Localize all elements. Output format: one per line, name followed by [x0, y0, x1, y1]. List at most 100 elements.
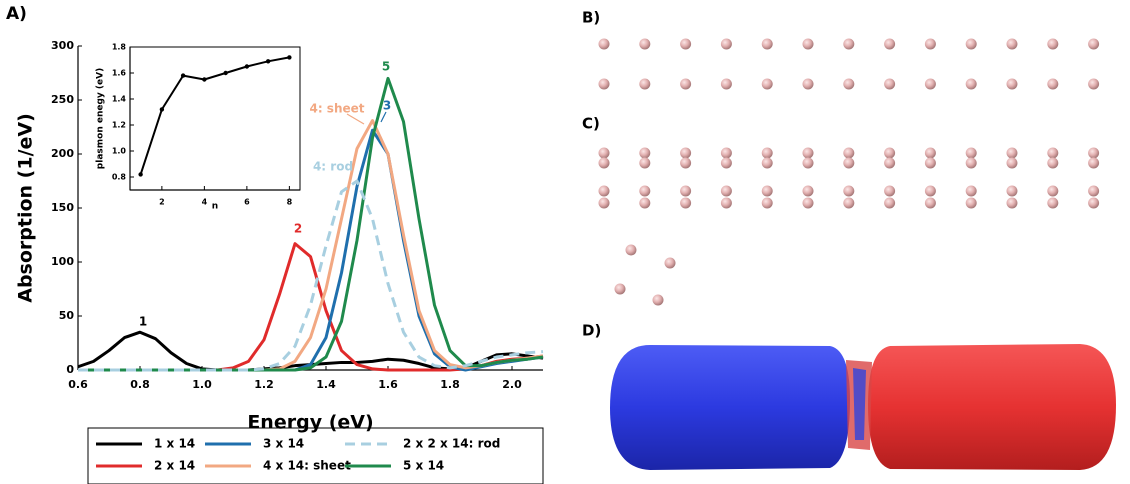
atom	[843, 78, 855, 90]
atom	[625, 244, 637, 256]
atom	[924, 157, 936, 169]
atom	[884, 38, 896, 50]
atom	[720, 147, 732, 159]
atom	[761, 147, 773, 159]
legend-label: 4 x 14: sheet	[263, 459, 351, 473]
atom	[639, 197, 651, 209]
point	[223, 70, 228, 76]
x-tick-label: 1.4	[316, 378, 336, 391]
series-line	[78, 179, 544, 372]
atom	[720, 157, 732, 169]
atom	[761, 157, 773, 169]
atom	[1047, 197, 1059, 209]
atom	[1047, 157, 1059, 169]
atom	[924, 197, 936, 209]
atom	[1047, 185, 1059, 197]
x-tick-label: 6	[244, 198, 250, 207]
y-tick-label: 300	[51, 39, 74, 52]
legend-label: 5 x 14	[403, 459, 444, 473]
atom	[843, 197, 855, 209]
atom	[1006, 185, 1018, 197]
atom	[598, 197, 610, 209]
y-tick-label: 150	[51, 201, 74, 214]
point	[180, 73, 186, 78]
atom	[1088, 197, 1100, 209]
atom	[720, 78, 732, 90]
series-line	[78, 242, 544, 372]
charge-density	[610, 344, 1116, 470]
annotation: 4: sheet	[309, 102, 364, 116]
atom	[598, 185, 610, 197]
y-tick-label: 1.0	[112, 147, 127, 156]
atom	[1088, 78, 1100, 90]
atom	[884, 197, 896, 209]
atom	[802, 38, 814, 50]
atom	[965, 157, 977, 169]
atom	[720, 38, 732, 50]
atom	[802, 157, 814, 169]
y-tick-label: 0	[66, 363, 74, 376]
legend-label: 3 x 14	[263, 437, 304, 451]
series-line	[139, 56, 290, 175]
atom	[1088, 185, 1100, 197]
x-tick-label: 8	[287, 198, 293, 207]
atom	[802, 147, 814, 159]
y-tick-label: 1.4	[112, 95, 127, 104]
atom	[639, 157, 651, 169]
atom	[1006, 147, 1018, 159]
atom	[761, 38, 773, 50]
atom	[598, 78, 610, 90]
atom	[924, 78, 936, 90]
atom	[680, 78, 692, 90]
annotation: 3	[383, 99, 391, 113]
atom	[1006, 197, 1018, 209]
point	[159, 107, 165, 112]
atom	[720, 197, 732, 209]
x-tick-label: 1.8	[440, 378, 460, 391]
atom	[802, 185, 814, 197]
annotation: 5	[382, 60, 390, 74]
atom	[843, 38, 855, 50]
atom	[1006, 157, 1018, 169]
atom	[884, 157, 896, 169]
atom	[965, 197, 977, 209]
x-tick-label: 2.0	[502, 378, 522, 391]
atom	[965, 78, 977, 90]
x-tick-label: 4	[202, 198, 208, 207]
atom	[965, 147, 977, 159]
atom	[1088, 157, 1100, 169]
atom	[598, 147, 610, 159]
y-axis-label: Absorption (1/eV)	[15, 113, 37, 303]
y-tick-label: 100	[51, 255, 74, 268]
atom	[680, 157, 692, 169]
atom	[924, 147, 936, 159]
annotation-arrow	[380, 111, 387, 123]
point	[287, 55, 292, 60]
atom	[680, 38, 692, 50]
atom-structures	[598, 38, 1100, 306]
y-tick-label: 0.8	[112, 173, 127, 182]
atom	[639, 38, 651, 50]
atom	[843, 147, 855, 159]
atom	[598, 38, 610, 50]
x-tick-label: 1.6	[378, 378, 398, 391]
atom	[761, 78, 773, 90]
atom	[1047, 38, 1059, 50]
atom	[680, 197, 692, 209]
legend-label: 1 x 14	[154, 437, 195, 451]
atom	[614, 283, 626, 295]
x-tick-label: 0.8	[130, 378, 150, 391]
legend-box	[87, 427, 544, 484]
junction	[853, 368, 866, 440]
atom	[720, 185, 732, 197]
atom	[965, 38, 977, 50]
point	[138, 172, 143, 177]
y-tick-label: 1.2	[112, 121, 126, 130]
y-tick-label: 1.8	[112, 43, 127, 52]
y-tick-label: 250	[51, 93, 74, 106]
legend-label: 2 x 14	[154, 459, 195, 473]
atom	[680, 147, 692, 159]
atom	[639, 147, 651, 159]
inset-box	[129, 46, 301, 191]
atom	[652, 294, 664, 306]
